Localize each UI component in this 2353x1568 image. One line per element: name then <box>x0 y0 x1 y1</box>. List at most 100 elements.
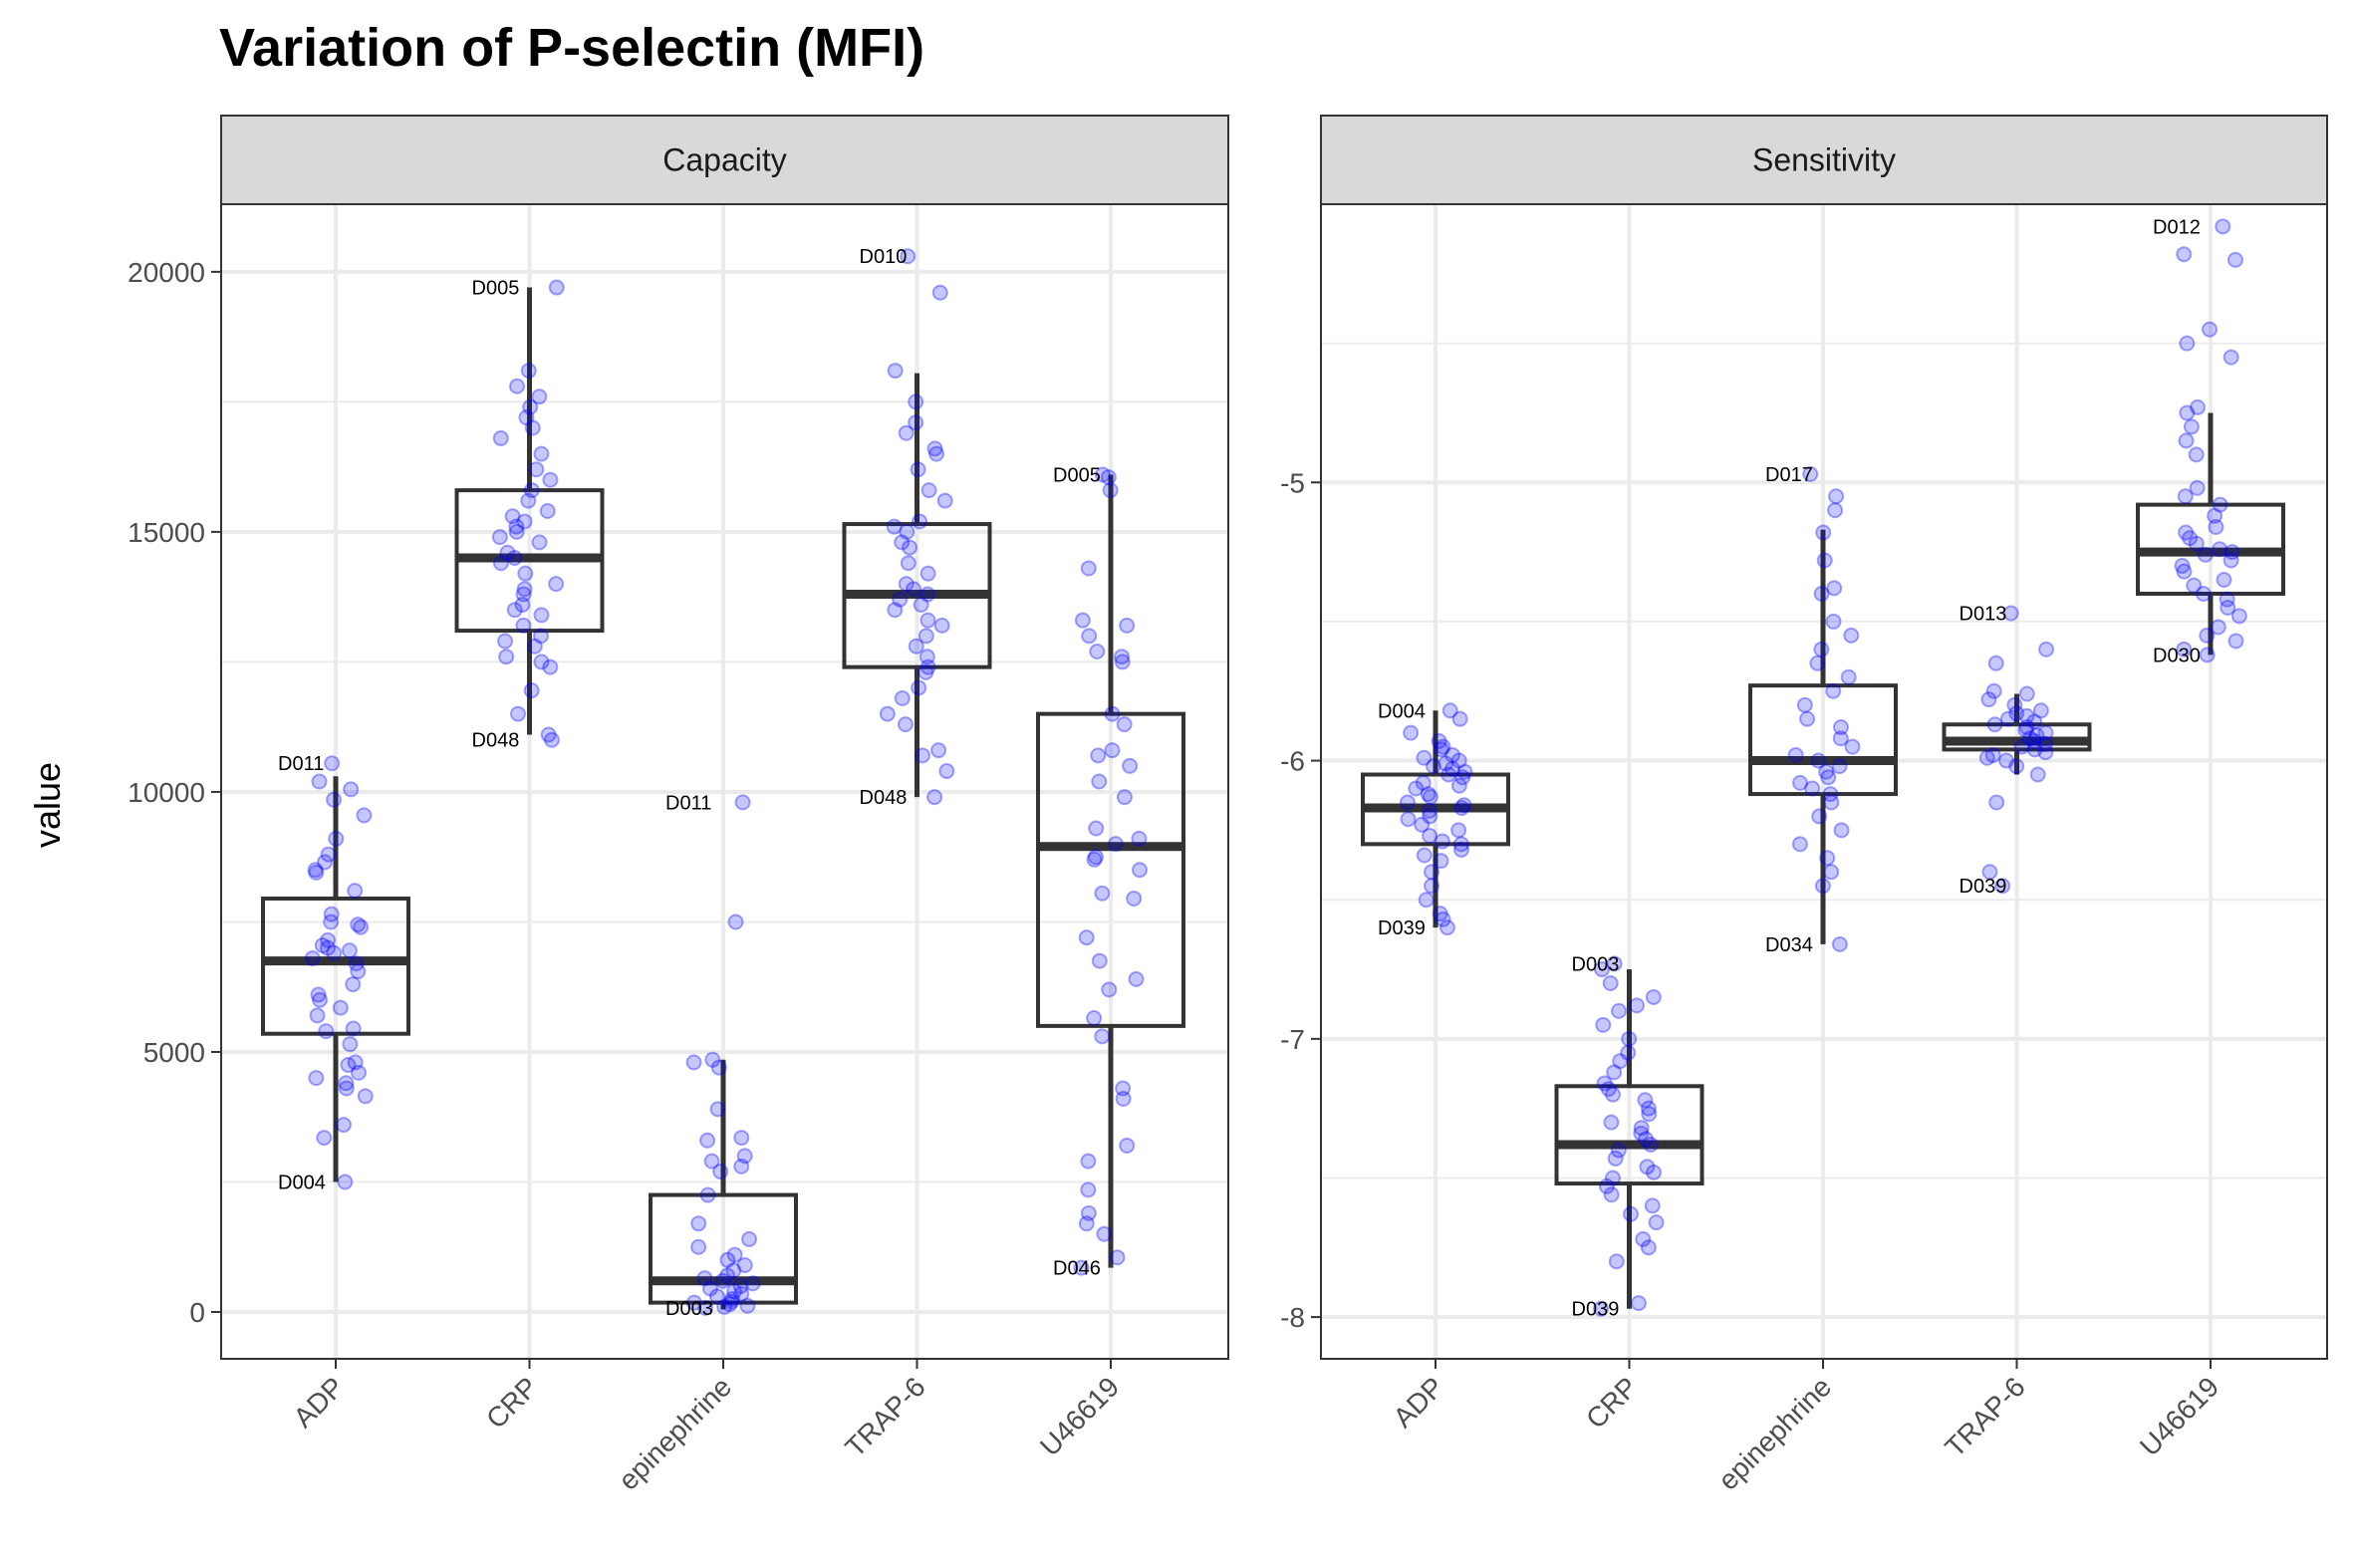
data-point <box>1456 763 1473 780</box>
box-adp <box>261 755 410 1190</box>
data-point <box>1094 466 1111 483</box>
data-point <box>1443 746 1460 763</box>
data-point <box>1432 906 1448 922</box>
data-point <box>533 653 550 670</box>
data-point <box>1981 864 1998 881</box>
data-point <box>919 612 936 629</box>
data-point <box>2026 733 2043 750</box>
data-point <box>2189 479 2206 496</box>
data-point <box>1988 794 2005 811</box>
data-point <box>1799 710 1816 727</box>
data-point <box>1606 1064 1623 1081</box>
data-point <box>2197 546 2214 563</box>
data-point <box>1091 952 1108 969</box>
point-label: D048 <box>860 787 908 809</box>
x-tick-label: CRP <box>1580 1371 1644 1435</box>
data-point <box>2029 766 2046 783</box>
data-point <box>1593 1300 1610 1317</box>
data-point <box>350 916 367 933</box>
data-point <box>1080 1153 1097 1170</box>
data-point <box>2018 707 2035 724</box>
x-tick-label: U46619 <box>1034 1371 1125 1461</box>
data-point <box>1607 1150 1624 1167</box>
data-point <box>908 638 924 654</box>
data-point <box>1416 847 1433 864</box>
data-point <box>734 794 751 811</box>
data-point <box>508 523 525 540</box>
point-label: D005 <box>1053 464 1101 486</box>
data-point <box>1444 760 1461 777</box>
data-point <box>1132 862 1149 879</box>
data-point <box>1826 580 1843 597</box>
data-point <box>2018 719 2035 736</box>
data-point <box>2215 218 2231 235</box>
data-point <box>1091 773 1108 790</box>
data-point <box>733 1285 750 1302</box>
data-point <box>1827 502 1844 519</box>
data-point <box>340 1057 357 1074</box>
data-point <box>1073 1259 1090 1276</box>
point-label: D010 <box>860 246 908 268</box>
data-point <box>1620 1044 1637 1061</box>
x-tick-label: U46619 <box>2134 1371 2224 1461</box>
data-point <box>499 544 516 561</box>
data-point <box>2013 738 2030 755</box>
data-point <box>1422 827 1438 844</box>
data-point <box>1999 710 2016 727</box>
point-label: D039 <box>1378 917 1426 939</box>
data-point <box>703 1153 720 1170</box>
data-point <box>317 854 334 871</box>
data-point <box>2227 633 2244 650</box>
data-point <box>335 1117 352 1134</box>
data-point <box>908 414 924 431</box>
data-point <box>1630 1295 1647 1312</box>
data-point <box>900 248 916 265</box>
data-point <box>326 791 343 808</box>
data-point <box>341 942 358 959</box>
data-point <box>531 389 548 405</box>
y-tick-label: 10000 <box>128 777 205 808</box>
data-point <box>2230 608 2247 625</box>
data-point <box>2199 647 2216 663</box>
data-point <box>338 1080 355 1097</box>
data-point <box>744 1275 761 1292</box>
data-point <box>1998 752 2015 769</box>
data-point <box>1433 853 1449 870</box>
data-point <box>314 936 331 953</box>
data-point <box>898 424 915 441</box>
data-point <box>1104 705 1121 722</box>
data-point <box>911 679 927 696</box>
data-point <box>902 539 918 556</box>
data-point <box>1987 654 2004 671</box>
data-point <box>1986 716 2003 733</box>
data-point <box>1831 935 1848 952</box>
data-point <box>343 781 360 798</box>
data-point <box>894 689 911 706</box>
data-point <box>1825 613 1842 630</box>
data-point <box>1819 850 1836 867</box>
data-point <box>1090 747 1107 764</box>
data-point <box>1804 780 1821 797</box>
data-point <box>2208 518 2224 535</box>
data-point <box>1081 628 1098 645</box>
y-tick-label: -6 <box>1280 746 1305 777</box>
data-point <box>699 1132 716 1149</box>
data-point <box>1791 836 1808 853</box>
data-point <box>515 617 532 634</box>
data-point <box>2210 619 2226 636</box>
data-point <box>2006 696 2023 713</box>
box-iqr <box>261 896 410 1036</box>
data-point <box>1600 1081 1617 1098</box>
data-point <box>353 918 370 935</box>
data-point <box>930 742 947 759</box>
data-point <box>886 518 903 535</box>
data-point <box>1802 465 1819 482</box>
x-tick-label: CRP <box>480 1371 544 1435</box>
data-point <box>2219 591 2235 608</box>
data-point <box>323 906 340 922</box>
data-point <box>1435 911 1451 927</box>
data-point <box>1122 757 1139 774</box>
data-point <box>1843 627 1860 644</box>
data-point <box>1645 988 1662 1005</box>
data-point <box>1101 981 1118 998</box>
